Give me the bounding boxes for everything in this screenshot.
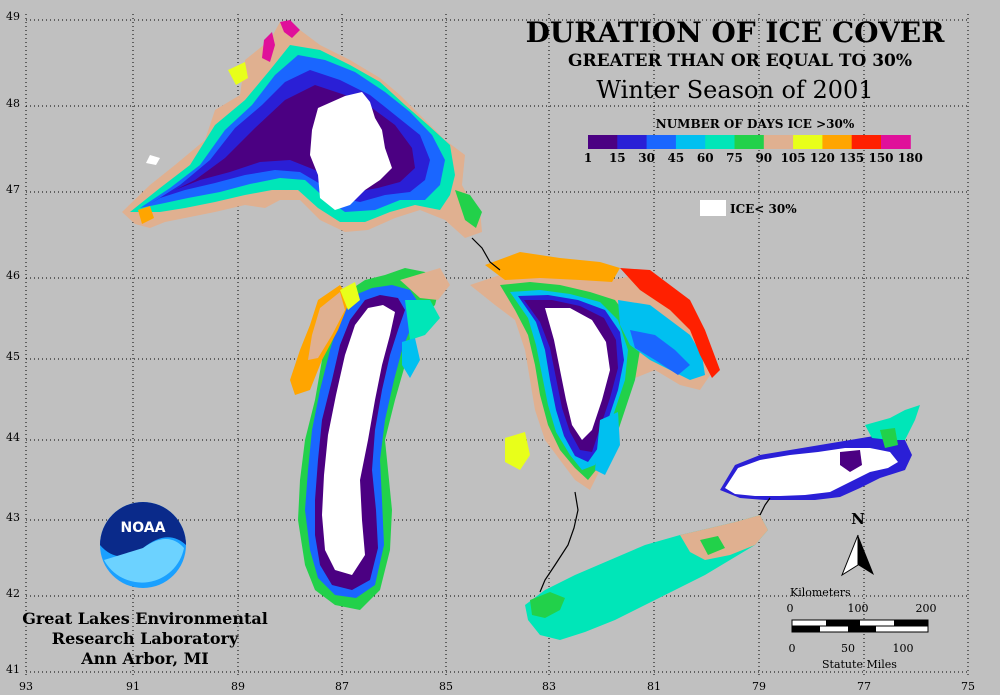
- legend-value-label: 45: [668, 151, 685, 165]
- lon-label: 81: [647, 680, 661, 693]
- scale-km-tick: 200: [916, 602, 937, 615]
- legend-value-label: 30: [638, 151, 655, 165]
- legend-swatch: [646, 135, 677, 149]
- no-ice-swatch: [700, 200, 726, 216]
- lake-michigan: [290, 268, 450, 610]
- noaa-logo-text: NOAA: [121, 520, 166, 536]
- noaa-logo: NOAA: [100, 502, 186, 588]
- legend-value-label: 180: [898, 151, 923, 165]
- legend-value-label: 120: [810, 151, 835, 165]
- legend-swatch: [675, 135, 706, 149]
- legend-swatch: [763, 135, 794, 149]
- legend-value-label: 150: [868, 151, 893, 165]
- lat-label: 49: [6, 10, 20, 23]
- niagara-river: [759, 497, 771, 516]
- scale-mi-tick: 100: [893, 642, 914, 655]
- legend-swatch: [881, 135, 911, 149]
- legend-value-label: 1: [584, 151, 592, 165]
- lon-label: 93: [19, 680, 33, 693]
- map-title: DURATION OF ICE COVER: [526, 16, 946, 49]
- legend-value-label: 15: [609, 151, 626, 165]
- lat-label: 41: [6, 663, 20, 676]
- north-arrow-dark: [858, 535, 874, 575]
- lat-label: 43: [6, 511, 20, 524]
- scale-mi-segment: [848, 626, 876, 632]
- legend-color-bar: [588, 135, 911, 149]
- legend-swatch: [588, 135, 618, 149]
- legend-value-labels: 1 15 30 45 60 75 90 105 120 135 150 180: [584, 151, 923, 165]
- lon-label: 77: [857, 680, 871, 693]
- legend-value-label: 135: [839, 151, 864, 165]
- legend-swatch: [851, 135, 882, 149]
- scale-mi-tick: 50: [841, 642, 855, 655]
- st-marys-river: [471, 237, 501, 271]
- lake-superior: [122, 20, 482, 238]
- lon-label: 83: [542, 680, 556, 693]
- lat-label: 45: [6, 350, 20, 363]
- legend-value-label: 60: [697, 151, 714, 165]
- north-label: N: [851, 510, 865, 528]
- scale-km-label: Kilometers: [790, 586, 851, 599]
- legend-swatch: [705, 135, 735, 149]
- credit-line: Ann Arbor, MI: [80, 649, 209, 668]
- legend-heading: NUMBER OF DAYS ICE >30%: [656, 117, 855, 131]
- lon-label: 79: [752, 680, 766, 693]
- lake-huron: [470, 252, 720, 490]
- lat-label: 42: [6, 587, 20, 600]
- scale-mi-segment: [792, 626, 820, 632]
- legend-value-label: 75: [726, 151, 743, 165]
- legend-swatch: [822, 135, 853, 149]
- legend-swatch: [734, 135, 765, 149]
- lon-label: 89: [231, 680, 245, 693]
- lake-ontario: [720, 405, 920, 500]
- lat-label: 48: [6, 97, 20, 110]
- scale-km-segment: [894, 620, 928, 626]
- lat-label: 47: [6, 183, 20, 196]
- lon-label: 75: [961, 680, 975, 693]
- scale-bar: Kilometers 0 100 200 0 50 100 Statute Mi…: [787, 586, 937, 671]
- scale-mi-tick: 0: [789, 642, 796, 655]
- scale-km-tick: 0: [787, 602, 794, 615]
- lat-label: 44: [6, 431, 20, 444]
- noaa-logo-bird: [100, 502, 186, 557]
- no-ice-label: ICE< 30%: [730, 202, 797, 216]
- scale-mi-label: Statute Miles: [822, 658, 897, 671]
- legend-value-label: 105: [781, 151, 806, 165]
- scale-km-segment: [826, 620, 860, 626]
- credit-line: Research Laboratory: [52, 629, 239, 648]
- lon-label: 91: [126, 680, 140, 693]
- map-subtitle: GREATER THAN OR EQUAL TO 30%: [568, 51, 912, 71]
- noaa-logo-wave: [104, 539, 184, 583]
- longitude-labels: 93 91 89 87 85 83 81 79 77 75: [19, 680, 975, 693]
- legend-value-label: 90: [755, 151, 772, 165]
- detroit-river: [539, 491, 579, 593]
- lake-erie: [525, 515, 768, 640]
- legend-swatch: [793, 135, 823, 149]
- legend-swatch: [617, 135, 648, 149]
- lon-label: 87: [335, 680, 349, 693]
- lat-label: 46: [6, 269, 20, 282]
- north-arrow: N: [840, 510, 874, 577]
- scale-km-tick: 100: [848, 602, 869, 615]
- credit-line: Great Lakes Environmental: [22, 609, 268, 628]
- north-arrow-light: [840, 534, 859, 577]
- latitude-labels: 49 48 47 46 45 44 43 42 41: [6, 10, 20, 676]
- lon-label: 85: [439, 680, 453, 693]
- season-label: Winter Season of 2001: [596, 76, 873, 104]
